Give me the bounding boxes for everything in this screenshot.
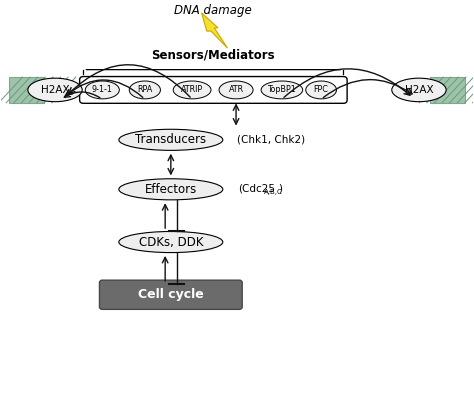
Text: 9-1-1: 9-1-1 [92, 85, 113, 94]
Polygon shape [201, 13, 228, 48]
Text: RPA: RPA [137, 85, 153, 94]
Ellipse shape [119, 232, 223, 253]
Ellipse shape [119, 179, 223, 200]
Ellipse shape [392, 78, 446, 102]
Text: Effectors: Effectors [145, 183, 197, 196]
Ellipse shape [85, 81, 119, 99]
Text: ATR: ATR [228, 85, 244, 94]
Text: Cell cycle: Cell cycle [138, 288, 204, 301]
Text: DNA damage: DNA damage [174, 4, 252, 18]
Text: ): ) [279, 183, 283, 193]
Text: CDKs, DDK: CDKs, DDK [138, 236, 203, 249]
FancyBboxPatch shape [429, 77, 465, 103]
Ellipse shape [173, 81, 211, 99]
Ellipse shape [219, 81, 253, 99]
Text: Sensors/Mediators: Sensors/Mediators [152, 49, 275, 62]
Ellipse shape [28, 78, 82, 102]
Ellipse shape [129, 81, 160, 99]
Ellipse shape [306, 81, 337, 99]
Text: A,B,C: A,B,C [264, 189, 282, 195]
FancyBboxPatch shape [100, 280, 242, 309]
FancyBboxPatch shape [80, 77, 347, 103]
Text: TopBP1: TopBP1 [267, 85, 296, 94]
Text: H2AX: H2AX [41, 85, 69, 95]
Ellipse shape [261, 81, 303, 99]
Text: ATRIP: ATRIP [181, 85, 203, 94]
Text: (Chk1, Chk2): (Chk1, Chk2) [237, 135, 305, 145]
Text: H2AX: H2AX [405, 85, 433, 95]
Ellipse shape [119, 129, 223, 150]
Text: Transducers: Transducers [135, 133, 206, 147]
Text: (Cdc25: (Cdc25 [238, 183, 275, 193]
FancyBboxPatch shape [9, 77, 45, 103]
Text: FPC: FPC [314, 85, 328, 94]
